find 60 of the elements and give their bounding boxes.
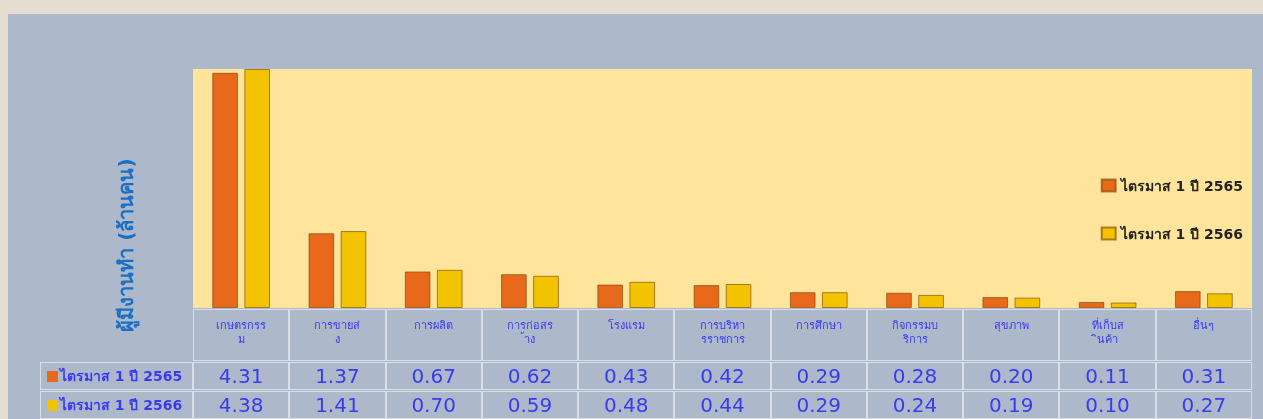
data-label: 0.24: [866, 391, 964, 419]
x-tick-label: การบริหารราชการ: [700, 318, 745, 346]
x-tick-label: เกษตรกรรม: [216, 318, 267, 346]
data-label: 0.70: [385, 391, 482, 419]
text: ไตรมาส 1 ปี 2566: [60, 397, 183, 413]
text: ไตรมาส 1 ปี 2565: [60, 368, 183, 384]
x-tick-label: กิจกรรมบริการ: [892, 318, 939, 346]
bar: [789, 292, 816, 308]
bar: [693, 285, 720, 308]
data-label: 4.31: [193, 362, 290, 390]
legend-label: ไตรมาส 1 ปี 2566: [1118, 224, 1243, 242]
data-label: 0.43: [578, 362, 675, 390]
bar: [1207, 293, 1233, 308]
bar: [340, 231, 367, 308]
bar: [404, 271, 431, 308]
bar: [1014, 297, 1041, 308]
bar: [886, 292, 912, 308]
x-tick-label: อื่นๆ: [1193, 316, 1215, 332]
bar: [982, 297, 1009, 308]
data-label: 0.19: [963, 391, 1060, 419]
legend-label: ไตรมาส 1 ปี 2565: [1118, 176, 1243, 194]
bar: [308, 233, 335, 308]
data-label: 0.62: [481, 362, 579, 390]
data-label: 0.10: [1059, 391, 1156, 419]
data-label: 0.44: [674, 391, 771, 419]
data-label: 0.29: [770, 362, 867, 390]
bar: [725, 283, 752, 308]
x-tick-label: โรงแรม: [607, 317, 645, 332]
x-tick-label: การศึกษา: [795, 318, 842, 332]
data-label: 0.28: [866, 362, 964, 390]
bar: [436, 269, 463, 308]
data-label: 1.37: [289, 362, 386, 390]
bar: [1110, 302, 1137, 308]
data-label: 0.11: [1059, 362, 1156, 390]
data-label: 0.29: [770, 391, 867, 419]
bar: [629, 281, 656, 308]
data-label: 0.42: [674, 362, 771, 390]
bar: [501, 274, 527, 308]
bar: [821, 292, 848, 308]
x-tick-label: การขายส่ง: [314, 318, 361, 346]
data-label: 0.27: [1155, 391, 1252, 419]
x-tick-label: การก่อสร้าง: [506, 318, 553, 346]
data-label: 0.59: [481, 391, 579, 419]
x-tick-label: การผลิต: [414, 318, 454, 332]
data-label: 0.67: [385, 362, 482, 390]
bar: [1174, 291, 1201, 308]
data-label: 4.38: [193, 391, 290, 419]
data-label: 0.48: [578, 391, 675, 419]
bar: [212, 72, 238, 308]
data-label: 0.20: [963, 362, 1060, 390]
bar: [244, 69, 271, 308]
x-tick-label: สุขภาพ: [993, 318, 1029, 332]
bar: [1078, 302, 1105, 308]
y-axis-title: ผู้มีงานทำ (ล้านคน): [113, 158, 141, 332]
data-label: 1.41: [289, 391, 386, 419]
x-tick-label: ที่เก็บสินค้า: [1090, 316, 1124, 346]
bar: [597, 284, 624, 308]
data-label: 0.31: [1155, 362, 1252, 390]
bar: [918, 294, 944, 308]
bar: [533, 275, 559, 308]
